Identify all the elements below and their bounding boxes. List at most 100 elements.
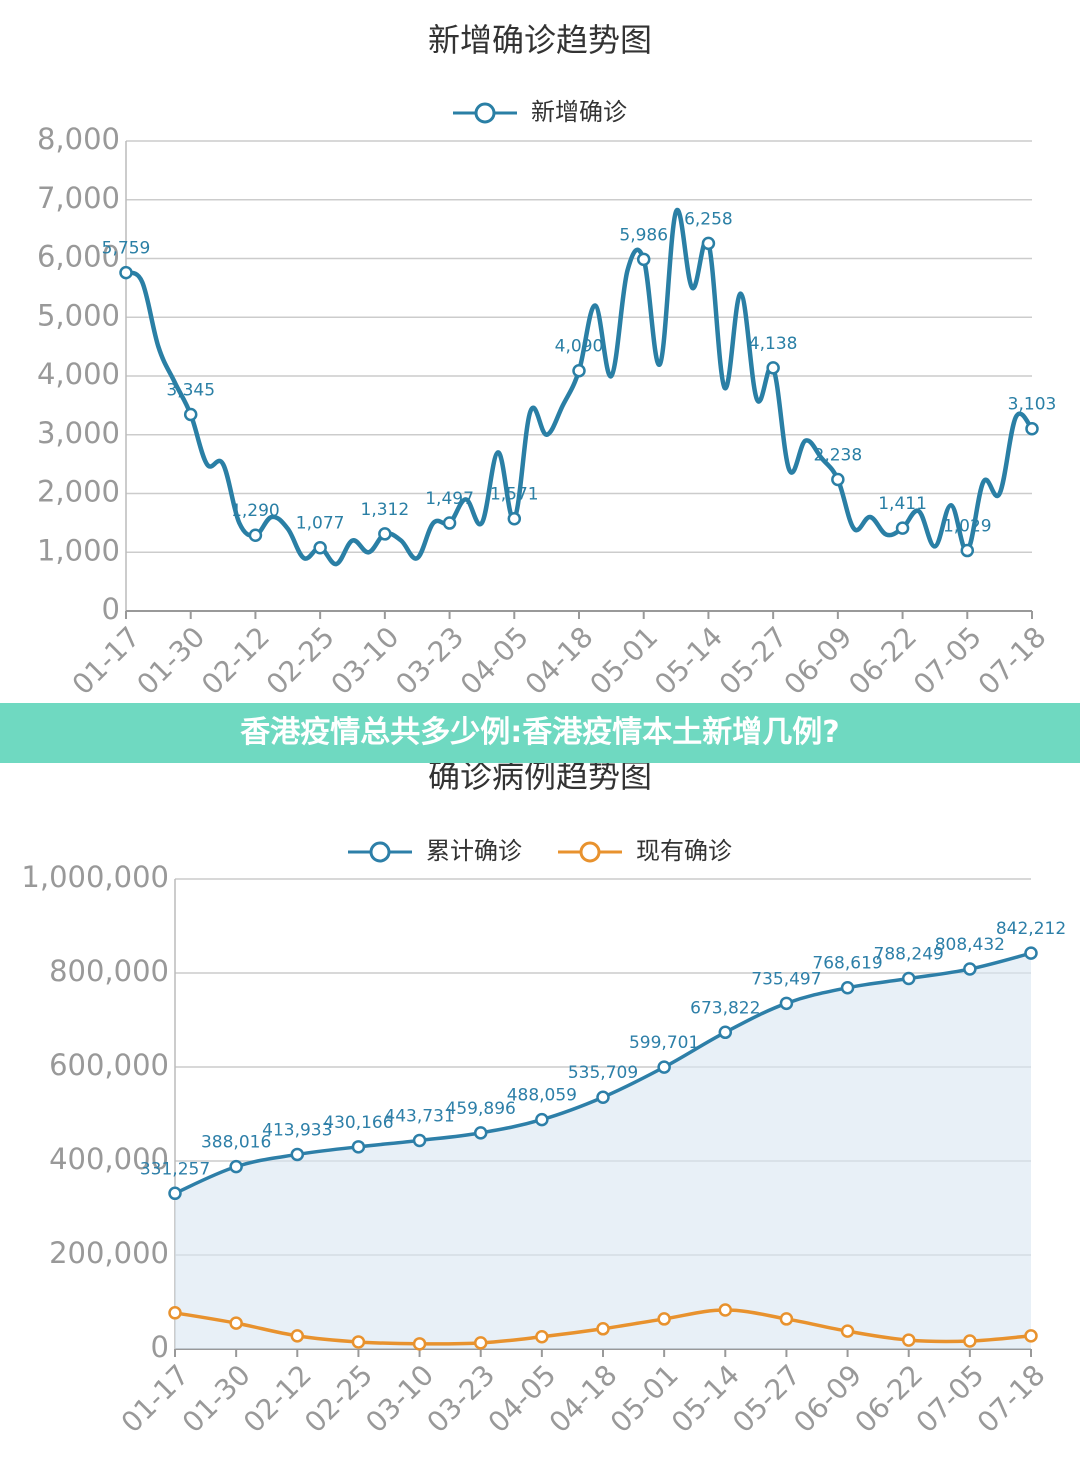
- point: [895, 521, 910, 535]
- point: [290, 1329, 305, 1343]
- value-label: 6,258: [684, 209, 733, 229]
- value-label: 1,029: [943, 517, 992, 537]
- value-label: 673,822: [690, 998, 760, 1018]
- value-label: 535,709: [568, 1063, 638, 1083]
- point: [1025, 421, 1039, 436]
- x-tick-label: 01-17: [66, 620, 147, 701]
- point: [1024, 946, 1038, 960]
- point: [248, 528, 263, 542]
- point: [901, 971, 916, 986]
- value-label: 768,619: [812, 954, 882, 974]
- point: [473, 1126, 488, 1140]
- point: [718, 1303, 733, 1317]
- value-label: 788,249: [874, 945, 944, 965]
- point: [442, 516, 457, 530]
- point: [229, 1316, 243, 1330]
- point: [378, 527, 392, 541]
- point: [313, 540, 327, 555]
- value-label: 443,731: [384, 1106, 454, 1126]
- value-label: 4,090: [555, 337, 604, 357]
- value-label: 1,411: [878, 494, 927, 514]
- x-tick-label: 07-05: [907, 620, 988, 701]
- value-label: 3,103: [1008, 395, 1057, 415]
- point: [412, 1133, 427, 1148]
- value-label: 1,497: [425, 489, 474, 509]
- point: [351, 1335, 366, 1349]
- y-tick-label: 0: [151, 1330, 169, 1364]
- x-tick-label: 03-10: [325, 620, 406, 701]
- x-tick-label: 07-18: [971, 1358, 1052, 1439]
- x-tick-label: 03-23: [420, 1358, 501, 1439]
- value-label: 1,290: [231, 501, 280, 521]
- point: [507, 511, 522, 526]
- x-tick-label: 06-09: [778, 620, 859, 701]
- x-tick-label: 04-18: [519, 620, 600, 701]
- value-label: 735,497: [751, 969, 821, 989]
- point: [596, 1090, 610, 1104]
- value-label: 4,138: [749, 334, 798, 354]
- y-tick-label: 4,000: [37, 357, 120, 391]
- value-label: 488,059: [507, 1086, 577, 1106]
- value-label: 430,166: [323, 1113, 393, 1133]
- point: [572, 363, 586, 378]
- point: [766, 361, 780, 375]
- x-tick-label: 06-22: [848, 1358, 929, 1439]
- point: [168, 1306, 182, 1320]
- x-tick-label: 05-01: [583, 620, 664, 701]
- legend-label: 现有确诊: [636, 837, 732, 865]
- point: [840, 1324, 855, 1338]
- area: [175, 953, 1031, 1349]
- value-label: 599,701: [629, 1033, 699, 1053]
- point: [183, 407, 198, 422]
- point: [963, 1334, 977, 1348]
- legend-marker: [369, 841, 391, 863]
- legend-label: 新增确诊: [531, 98, 627, 126]
- y-tick-label: 1,000: [37, 533, 120, 567]
- series-line: [124, 207, 1034, 567]
- y-tick-label: 800,000: [49, 954, 169, 988]
- x-tick-label: 03-10: [359, 1358, 440, 1439]
- x-tick-label: 06-09: [787, 1358, 868, 1439]
- point: [657, 1060, 671, 1074]
- x-tick-label: 05-14: [665, 1358, 746, 1439]
- point: [840, 980, 855, 995]
- x-tick-label: 07-18: [972, 620, 1053, 701]
- point: [290, 1147, 305, 1162]
- x-tick-label: 01-30: [130, 620, 211, 701]
- y-tick-label: 1,000,000: [21, 860, 169, 894]
- x-tick-label: 02-25: [260, 620, 341, 701]
- point: [718, 1025, 733, 1040]
- point: [1024, 1329, 1038, 1343]
- x-tick-label: 03-23: [389, 620, 470, 701]
- point: [412, 1337, 427, 1351]
- chart-title: 确诊病例趋势图: [428, 757, 652, 795]
- legend-label: 累计确诊: [426, 837, 522, 865]
- point: [779, 996, 794, 1011]
- y-tick-label: 0: [102, 592, 120, 626]
- x-tick-label: 04-05: [454, 620, 535, 701]
- point: [960, 543, 975, 558]
- y-tick-label: 2,000: [37, 475, 120, 509]
- legend-marker: [579, 841, 601, 863]
- value-label: 2,238: [814, 446, 863, 466]
- point: [351, 1140, 366, 1154]
- point: [596, 1322, 610, 1336]
- point: [831, 472, 845, 487]
- y-tick-label: 3,000: [37, 416, 120, 450]
- point: [119, 265, 133, 280]
- point: [963, 962, 977, 976]
- x-tick-label: 02-25: [298, 1358, 379, 1439]
- point: [901, 1333, 916, 1347]
- value-label: 5,986: [619, 225, 668, 245]
- banner: 香港疫情总共多少例:香港疫情本土新增几例?: [0, 703, 1080, 763]
- value-label: 459,896: [446, 1099, 516, 1119]
- value-label: 3,345: [166, 380, 215, 400]
- value-label: 331,257: [140, 1159, 210, 1179]
- point: [168, 1186, 182, 1201]
- x-tick-label: 04-18: [543, 1358, 624, 1439]
- value-label: 1,312: [361, 500, 410, 520]
- point: [535, 1112, 549, 1127]
- value-label: 388,016: [201, 1133, 271, 1153]
- point: [229, 1159, 243, 1174]
